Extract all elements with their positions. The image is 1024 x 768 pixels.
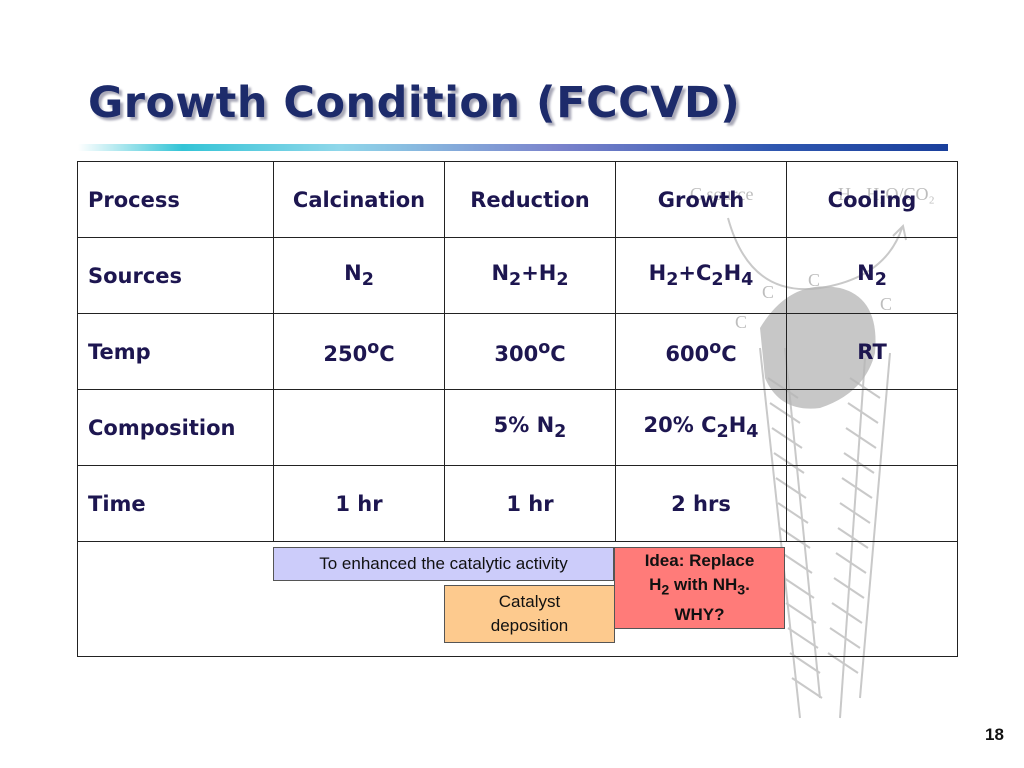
row-label-sources: Sources — [77, 237, 274, 314]
table-row-time: Time 1 hr 1 hr 2 hrs — [77, 465, 958, 542]
row-label-temp: Temp — [77, 313, 274, 390]
table-row-composition: Composition 5% N2 20% C2H4 — [77, 389, 958, 466]
growth-condition-table: Process Calcination Reduction Growth Coo… — [77, 161, 958, 657]
cell-temp-growth: 600oC — [615, 313, 787, 390]
slide-title: Growth Condition (FCCVD) — [88, 78, 741, 128]
table-row-temp: Temp 250oC 300oC 600oC RT — [77, 313, 958, 390]
table-row-sources: Sources N2 N2+H2 H2+C2H4 N2 — [77, 237, 958, 314]
header-reduction: Reduction — [444, 161, 616, 238]
idea-line1: Idea: Replace — [644, 551, 755, 571]
cell-sources-reduction: N2+H2 — [444, 237, 616, 314]
row-label-composition: Composition — [77, 389, 274, 466]
table-header-row: Process Calcination Reduction Growth Coo… — [77, 161, 958, 238]
cell-temp-cooling: RT — [786, 313, 958, 390]
cell-composition-cooling — [786, 389, 958, 466]
cell-time-cooling — [786, 465, 958, 542]
idea-replace-note: Idea: Replace H2 with NH3. WHY? — [614, 547, 785, 629]
header-calcination: Calcination — [273, 161, 445, 238]
header-cooling: Cooling — [786, 161, 958, 238]
cell-time-reduction: 1 hr — [444, 465, 616, 542]
row-label-time: Time — [77, 465, 274, 542]
cell-sources-cooling: N2 — [786, 237, 958, 314]
catalyst-deposition-note: Catalyst deposition — [444, 585, 615, 643]
idea-line2: H2 with NH3. — [649, 575, 750, 599]
cell-temp-reduction: 300oC — [444, 313, 616, 390]
cell-time-growth: 2 hrs — [615, 465, 787, 542]
page-number: 18 — [985, 725, 1004, 744]
cell-composition-growth: 20% C2H4 — [615, 389, 787, 466]
cell-composition-reduction: 5% N2 — [444, 389, 616, 466]
cell-sources-calcination: N2 — [273, 237, 445, 314]
cell-composition-calcination — [273, 389, 445, 466]
header-process: Process — [77, 161, 274, 238]
idea-line3: WHY? — [674, 604, 725, 624]
title-underline — [78, 144, 948, 151]
cell-temp-calcination: 250oC — [273, 313, 445, 390]
catalyst-deposition-line2: deposition — [490, 616, 569, 635]
catalytic-activity-note: To enhanced the catalytic activity — [273, 547, 614, 581]
cell-time-calcination: 1 hr — [273, 465, 445, 542]
catalyst-deposition-line1: Catalyst — [498, 592, 561, 611]
header-growth: Growth — [615, 161, 787, 238]
cell-sources-growth: H2+C2H4 — [615, 237, 787, 314]
